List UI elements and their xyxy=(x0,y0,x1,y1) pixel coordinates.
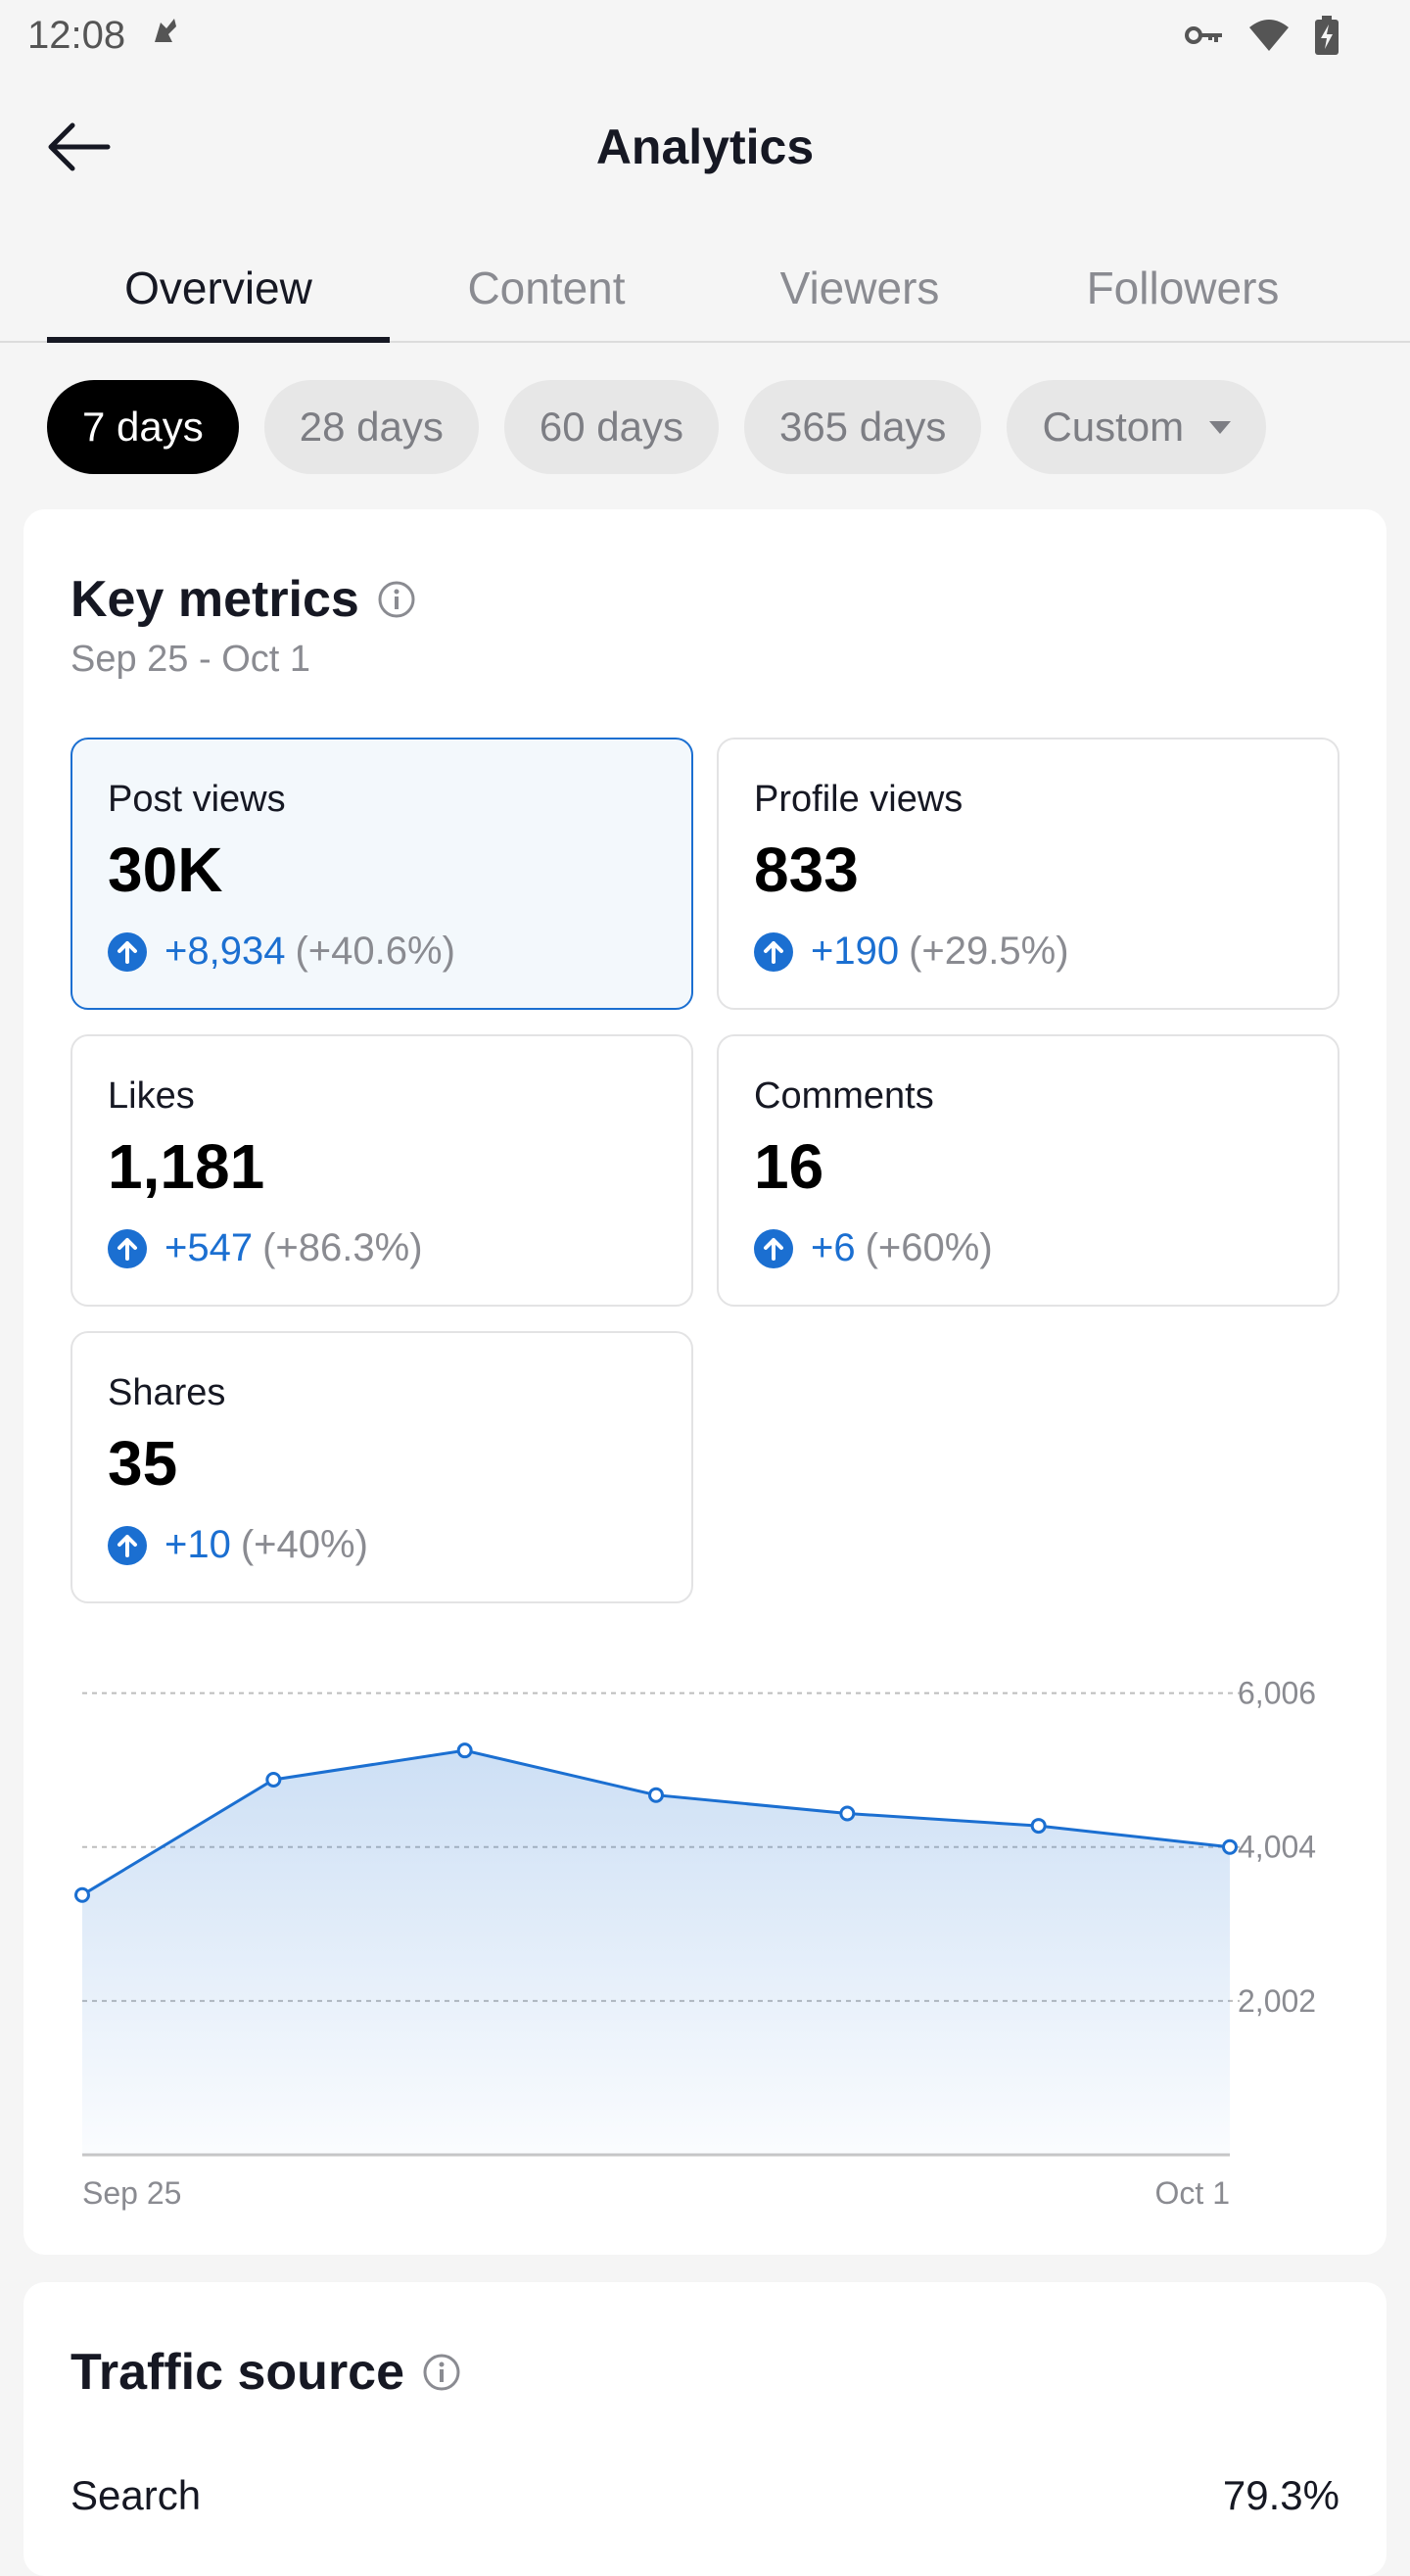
info-icon[interactable] xyxy=(377,580,416,619)
x-tick-label: Oct 1 xyxy=(1155,2175,1230,2211)
notification-icon xyxy=(147,13,182,58)
metric-delta-value: +10 xyxy=(164,1523,231,1566)
date-range-label: Sep 25 - Oct 1 xyxy=(70,639,311,680)
metric-label: Likes xyxy=(108,1075,195,1117)
arrow-left-icon xyxy=(48,122,111,171)
chart-data-point[interactable] xyxy=(456,1742,473,1759)
range-chip-365-days[interactable]: 365 days xyxy=(743,380,982,474)
traffic-source-label: Search xyxy=(70,2472,202,2518)
traffic-source-title: Traffic source xyxy=(70,2344,405,2401)
metric-value: 833 xyxy=(754,835,859,905)
metric-delta-percent: (+86.3%) xyxy=(262,1226,423,1269)
metric-label: Comments xyxy=(754,1075,934,1117)
key-metrics-card: Key metrics Sep 25 - Oct 1 Post views 30… xyxy=(24,509,1386,2255)
arrow-up-circle-icon xyxy=(108,1525,147,1565)
info-icon[interactable] xyxy=(422,2353,461,2392)
metric-card-profile-views[interactable]: Profile views 833 +190 (+29.5%) xyxy=(717,738,1340,1010)
arrow-up-circle-icon xyxy=(754,931,793,972)
chart-data-point[interactable] xyxy=(74,1886,90,1903)
metric-delta-percent: (+60%) xyxy=(865,1226,993,1269)
date-range-chips: 7 days 28 days 60 days 365 days Custom xyxy=(47,380,1267,474)
metric-value: 1,181 xyxy=(108,1131,265,1202)
vpn-key-icon xyxy=(1185,24,1224,47)
status-bar: 12:08 xyxy=(0,0,1410,71)
chart-data-point[interactable] xyxy=(1222,1838,1238,1855)
traffic-source-value: 79.3% xyxy=(1222,2472,1340,2518)
metric-value: 16 xyxy=(754,1131,824,1202)
metric-delta-percent: (+40%) xyxy=(240,1523,368,1566)
arrow-up-circle-icon xyxy=(754,1228,793,1268)
arrow-up-circle-icon xyxy=(108,1228,147,1268)
post-views-chart: 6,006 4,004 2,002 Sep 25 Oct 1 xyxy=(24,1636,1386,2223)
tab-viewers[interactable]: Viewers xyxy=(779,262,940,313)
app-header: Analytics xyxy=(0,88,1410,206)
metric-delta: +547 (+86.3%) xyxy=(108,1226,423,1270)
metric-delta: +6 (+60%) xyxy=(754,1226,993,1270)
metric-value: 35 xyxy=(108,1428,178,1499)
page-title: Analytics xyxy=(595,119,815,174)
metric-delta-percent: (+29.5%) xyxy=(909,930,1069,973)
traffic-source-row: Search 79.3% xyxy=(70,2472,1340,2519)
chart-data-point[interactable] xyxy=(648,1787,664,1803)
y-tick-label: 2,002 xyxy=(1238,1983,1316,2019)
x-tick-label: Sep 25 xyxy=(82,2175,181,2211)
back-button[interactable] xyxy=(43,116,118,178)
metric-delta: +190 (+29.5%) xyxy=(754,930,1069,974)
y-tick-label: 4,004 xyxy=(1238,1830,1316,1865)
status-time: 12:08 xyxy=(27,13,126,57)
metric-label: Post views xyxy=(108,779,286,820)
tab-content[interactable]: Content xyxy=(467,262,626,313)
arrow-up-circle-icon xyxy=(108,931,147,972)
tab-followers[interactable]: Followers xyxy=(1086,262,1280,313)
range-chip-7-days[interactable]: 7 days xyxy=(47,380,239,474)
metric-card-likes[interactable]: Likes 1,181 +547 (+86.3%) xyxy=(70,1034,693,1307)
traffic-source-title-row: Traffic source xyxy=(70,2343,461,2402)
chart-data-point[interactable] xyxy=(1030,1818,1047,1835)
range-chip-60-days[interactable]: 60 days xyxy=(503,380,719,474)
metric-delta-value: +190 xyxy=(811,930,900,973)
metric-card-post-views[interactable]: Post views 30K +8,934 (+40.6%) xyxy=(70,738,693,1010)
chart-data-point[interactable] xyxy=(839,1805,856,1822)
tab-overview[interactable]: Overview xyxy=(47,235,390,343)
metric-delta: +10 (+40%) xyxy=(108,1523,368,1567)
wifi-icon xyxy=(1247,18,1291,53)
range-chip-custom[interactable]: Custom xyxy=(1007,380,1267,474)
metric-delta-value: +547 xyxy=(164,1226,254,1269)
chart-data-point[interactable] xyxy=(265,1771,282,1788)
key-metrics-title: Key metrics xyxy=(70,571,359,628)
y-tick-label: 6,006 xyxy=(1238,1676,1316,1711)
metric-value: 30K xyxy=(108,835,223,905)
traffic-source-card: Traffic source Search 79.3% xyxy=(24,2282,1386,2576)
post-views-chart-svg: 6,006 4,004 2,002 Sep 25 Oct 1 xyxy=(74,1676,1316,2211)
metric-delta-percent: (+40.6%) xyxy=(295,930,455,973)
range-chip-28-days[interactable]: 28 days xyxy=(263,380,479,474)
metric-label: Profile views xyxy=(754,779,964,820)
metric-card-comments[interactable]: Comments 16 +6 (+60%) xyxy=(717,1034,1340,1307)
chart-area-fill xyxy=(82,1750,1230,2155)
metric-delta-value: +6 xyxy=(811,1226,856,1269)
key-metrics-title-row: Key metrics xyxy=(70,570,416,629)
battery-charging-icon xyxy=(1314,16,1340,55)
metric-delta: +8,934 (+40.6%) xyxy=(108,930,455,974)
range-chip-custom-label: Custom xyxy=(1042,404,1185,450)
metric-label: Shares xyxy=(108,1372,226,1413)
caret-down-icon xyxy=(1209,420,1232,434)
analytics-tabs: Overview Content Viewers Followers xyxy=(0,235,1410,343)
metric-delta-value: +8,934 xyxy=(164,930,286,973)
metric-card-shares[interactable]: Shares 35 +10 (+40%) xyxy=(70,1331,693,1603)
